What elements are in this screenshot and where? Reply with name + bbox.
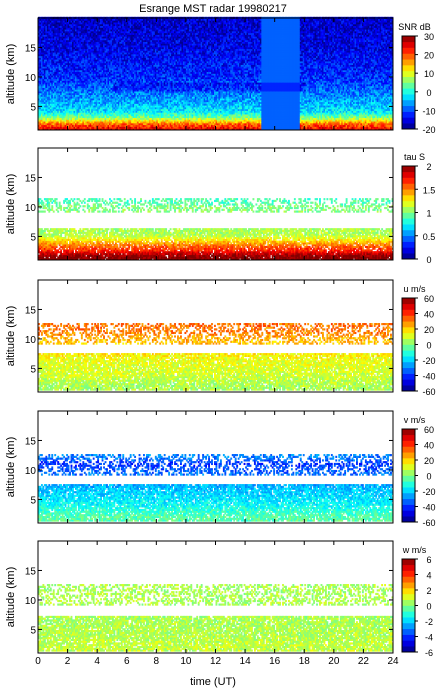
heatmap-field [38, 17, 393, 131]
figure-title: Esrange MST radar 19980217 [139, 3, 287, 15]
